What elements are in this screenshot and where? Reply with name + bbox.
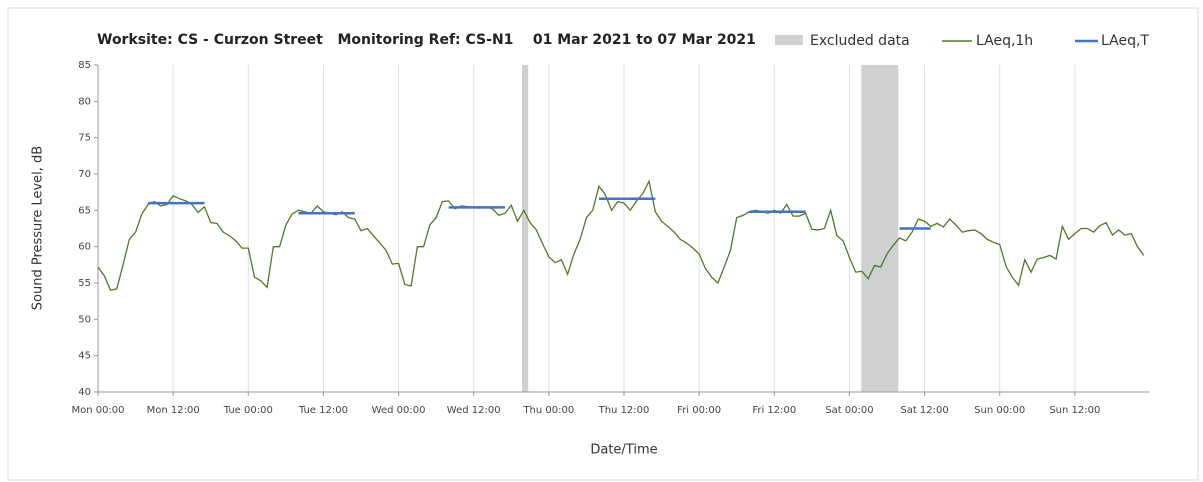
y-tick-label: 65 (78, 205, 91, 216)
x-tick-label: Wed 12:00 (447, 405, 501, 416)
y-tick-label: 50 (78, 314, 91, 325)
excluded-band (861, 65, 899, 392)
x-tick-label: Fri 12:00 (752, 405, 796, 416)
x-tick-label: Mon 12:00 (147, 405, 200, 416)
y-tick-label: 70 (78, 169, 91, 180)
y-tick-label: 60 (78, 242, 91, 253)
y-tick-label: 75 (78, 133, 91, 144)
x-tick-label: Sat 00:00 (825, 405, 873, 416)
data-line (97, 179, 1145, 292)
chart-frame (7, 7, 1199, 481)
legend-swatch (775, 35, 803, 45)
excluded-band (521, 65, 529, 392)
y-tick-label: 40 (78, 387, 91, 398)
x-tick-label: Tue 00:00 (223, 405, 273, 416)
y-tick-label: 85 (78, 60, 91, 71)
x-tick-label: Tue 12:00 (298, 405, 348, 416)
legend-label: LAeq,T (1101, 33, 1149, 49)
x-tick-label: Sat 12:00 (900, 405, 948, 416)
x-tick-label: Wed 00:00 (372, 405, 426, 416)
legend-label: Excluded data (810, 33, 910, 49)
x-axis-label: Date/Time (590, 443, 657, 458)
x-tick-label: Thu 12:00 (598, 405, 650, 416)
y-tick-label: 45 (78, 351, 91, 362)
x-tick-label: Sun 00:00 (974, 405, 1025, 416)
legend-label: LAeq,1h (976, 33, 1033, 49)
x-tick-label: Mon 00:00 (71, 405, 124, 416)
y-tick-label: 55 (78, 278, 91, 289)
x-tick-label: Fri 00:00 (677, 405, 721, 416)
y-axis-label: Sound Pressure Level, dB (31, 146, 46, 310)
x-tick-label: Thu 00:00 (522, 405, 574, 416)
chart-title: Worksite: CS - Curzon Street Monitoring … (97, 32, 756, 48)
x-tick-label: Sun 12:00 (1049, 405, 1100, 416)
y-tick-label: 80 (78, 96, 91, 107)
